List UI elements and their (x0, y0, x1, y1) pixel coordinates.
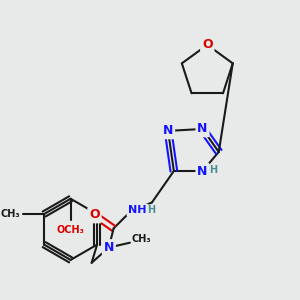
Text: H: H (209, 165, 217, 175)
Text: CH₃: CH₃ (132, 234, 152, 244)
Text: OCH₃: OCH₃ (57, 225, 85, 235)
Text: N: N (197, 122, 208, 136)
Text: NH: NH (128, 205, 147, 215)
Text: H: H (147, 205, 155, 215)
Text: N: N (104, 241, 114, 254)
Text: N: N (163, 124, 173, 137)
Text: O: O (89, 208, 100, 221)
Text: N: N (197, 164, 208, 178)
Text: CH₃: CH₃ (1, 209, 20, 219)
Text: O: O (202, 38, 213, 51)
